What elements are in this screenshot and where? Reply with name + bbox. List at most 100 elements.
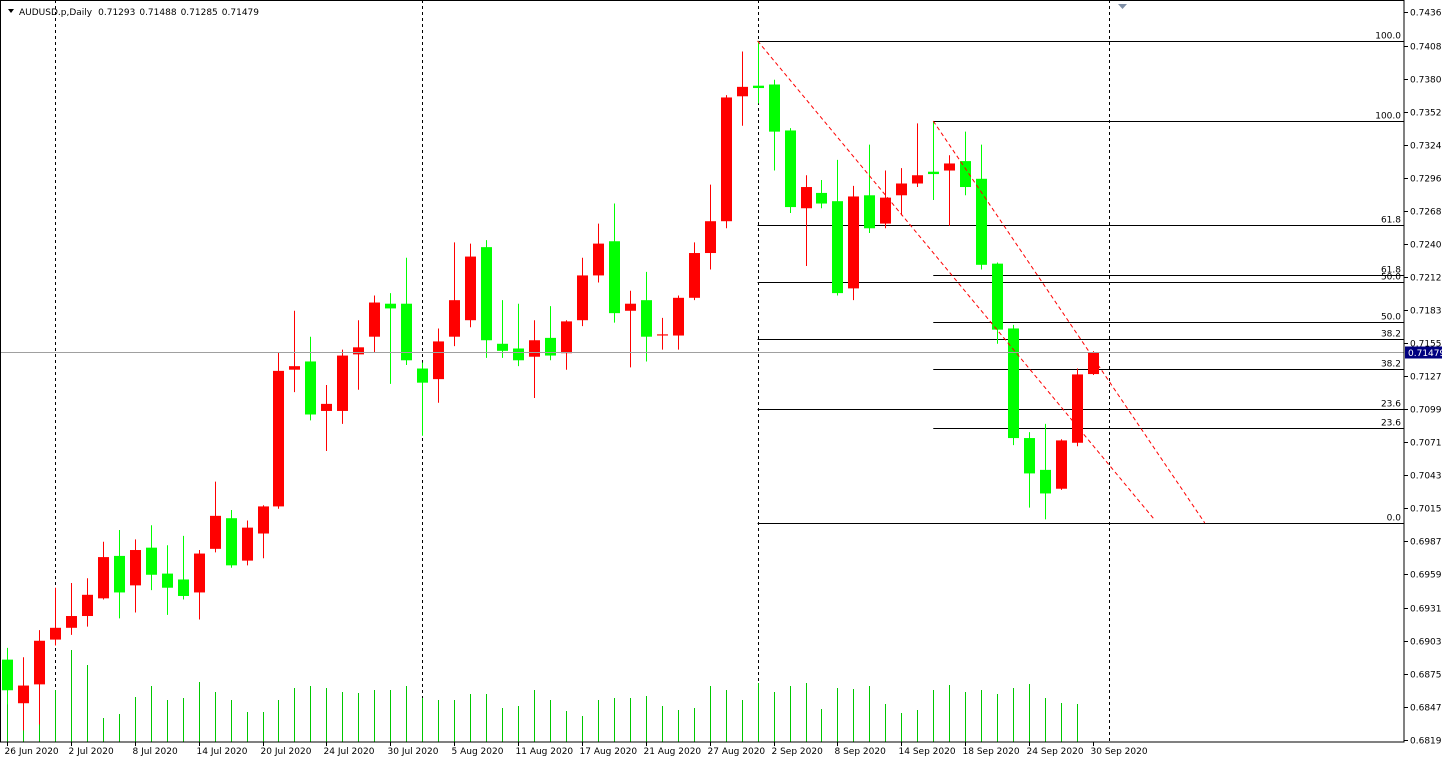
header-low: 0.71285 — [181, 8, 218, 18]
x-tick-label: 17 Aug 2020 — [580, 747, 638, 757]
candle-body — [912, 175, 923, 184]
candle-body — [242, 527, 253, 561]
candle-body — [305, 361, 316, 415]
y-tick-label: 0.70995 — [1410, 406, 1442, 416]
price-label-box — [1405, 346, 1442, 359]
y-tick-label: 0.71555 — [1410, 340, 1442, 350]
candle-body — [832, 201, 843, 294]
candle-body — [481, 247, 492, 341]
fib-level-label: 38.2 — [1381, 330, 1401, 340]
candle-body — [273, 370, 284, 507]
candle-body — [848, 196, 859, 289]
candle-body — [1024, 438, 1035, 474]
candle-body — [561, 321, 572, 354]
candle-body — [369, 302, 380, 337]
x-tick-label: 30 Sep 2020 — [1091, 747, 1148, 757]
candle-body — [976, 178, 987, 265]
fib-level-label: 100.0 — [1375, 112, 1401, 122]
x-tick-label: 24 Sep 2020 — [1027, 747, 1084, 757]
x-tick-label: 26 Jun 2020 — [5, 747, 59, 757]
candle-body — [593, 243, 604, 276]
candle-body — [497, 343, 508, 351]
chart-header: AUDUSD.p,Daily 0.71293 0.71488 0.71285 0.714… — [19, 8, 259, 18]
candle-body — [641, 300, 652, 337]
fib-level-label: 0.0 — [1387, 514, 1402, 524]
candle-body — [321, 403, 332, 411]
candle-body — [114, 555, 125, 593]
fib-level-label: 23.6 — [1381, 400, 1401, 410]
x-tick-label: 2 Sep 2020 — [772, 747, 824, 757]
candle-body — [50, 627, 61, 640]
candle-body — [545, 337, 556, 356]
candle-body — [944, 163, 955, 171]
trendline — [932, 120, 1206, 524]
candle-body — [34, 640, 45, 685]
candle-body — [289, 366, 300, 370]
candle-body — [960, 161, 971, 188]
candle-body — [2, 659, 13, 691]
fib-level-label: 100.0 — [1375, 32, 1401, 42]
fib-level-label: 50.0 — [1381, 313, 1401, 323]
candle-body — [178, 579, 189, 596]
fib-level-label: 61.8 — [1381, 266, 1401, 276]
header-high: 0.71488 — [139, 8, 176, 18]
symbol: AUDUSD.p,Daily — [19, 8, 93, 18]
x-tick-label: 2 Jul 2020 — [69, 747, 114, 757]
candle-body — [737, 86, 748, 97]
candle-body — [689, 253, 700, 298]
x-tick-label: 18 Sep 2020 — [963, 747, 1020, 757]
candle-body — [673, 297, 684, 336]
candle-body — [337, 355, 348, 411]
price-label: 0.71479 — [1408, 349, 1442, 359]
candle-body — [1040, 469, 1051, 494]
trendline — [757, 40, 1156, 521]
x-tick-label: 30 Jul 2020 — [388, 747, 439, 757]
x-tick-label: 21 Aug 2020 — [644, 747, 702, 757]
candle-body — [801, 187, 812, 209]
candle-body — [417, 368, 428, 383]
candle-body — [577, 275, 588, 321]
candle-body — [609, 241, 620, 314]
candle-body — [194, 553, 205, 593]
candle-body — [146, 547, 157, 575]
y-tick-label: 0.70155 — [1410, 505, 1442, 515]
candle-body — [928, 171, 939, 175]
candle-body — [401, 303, 412, 361]
candle-body — [1056, 440, 1067, 489]
header-close: 0.71479 — [222, 8, 259, 18]
x-tick-label: 14 Jul 2020 — [197, 747, 248, 757]
candle-body — [513, 348, 524, 361]
x-tick-label: 8 Sep 2020 — [835, 747, 887, 757]
candle-body — [721, 97, 732, 222]
candle-body — [753, 85, 764, 89]
header-open: 0.71293 — [98, 8, 135, 18]
symbol-menu-icon — [8, 9, 14, 13]
candle-body — [1088, 352, 1099, 375]
x-tick-label: 20 Jul 2020 — [261, 747, 312, 757]
fib-level-label: 61.8 — [1381, 216, 1401, 226]
candle-body — [992, 263, 1003, 330]
candle-body — [449, 300, 460, 337]
candle-body — [210, 515, 221, 549]
x-tick-label: 8 Jul 2020 — [133, 747, 178, 757]
x-tick-label: 27 Aug 2020 — [708, 747, 766, 757]
candle-body — [353, 347, 364, 355]
plot-area: 100.061.850.038.223.60.0100.061.850.038.… — [0, 0, 1404, 742]
candle-body — [625, 303, 636, 311]
fib-level-label: 38.2 — [1381, 360, 1401, 370]
y-tick-label: 0.74365 — [1410, 9, 1442, 19]
candle-body — [433, 341, 444, 380]
candle-body — [258, 506, 269, 534]
candle-body — [465, 256, 476, 321]
candle-body — [816, 192, 827, 204]
y-tick-label: 0.69595 — [1410, 571, 1442, 581]
